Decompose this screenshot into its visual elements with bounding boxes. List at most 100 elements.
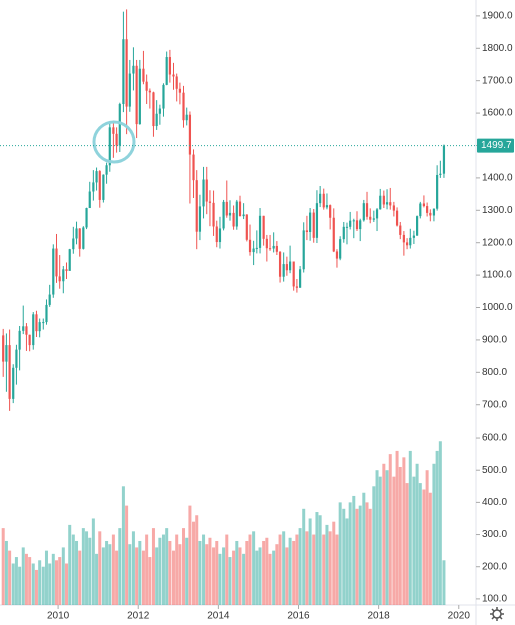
- candle-body: [15, 349, 18, 368]
- volume-bar: [195, 515, 199, 605]
- y2-tick-label: 300.0: [482, 529, 507, 540]
- volume-bar: [54, 560, 58, 605]
- volume-bar: [71, 534, 75, 605]
- volume-bar: [171, 550, 175, 605]
- volume-bar: [262, 540, 266, 605]
- candle-body: [225, 201, 228, 216]
- candle-body: [422, 203, 426, 207]
- volume-bar: [91, 518, 95, 605]
- candle-body: [268, 248, 272, 250]
- volume-bar: [352, 495, 356, 605]
- candle-body: [265, 238, 268, 249]
- volume-bar: [222, 547, 226, 605]
- volume-bar: [358, 505, 362, 605]
- volume-bar: [28, 557, 32, 605]
- volume-bar: [418, 483, 422, 605]
- candle-body: [108, 127, 111, 166]
- candle-body: [195, 180, 198, 232]
- candle-body: [319, 193, 322, 204]
- candle-body: [412, 235, 415, 238]
- x-tick-label: 2014: [207, 611, 230, 622]
- volume-bar: [18, 566, 22, 605]
- volume-bar: [212, 547, 216, 605]
- candle-body: [62, 269, 65, 282]
- candle-body: [416, 216, 419, 236]
- volume-bar: [388, 454, 392, 605]
- candle-body: [52, 248, 55, 295]
- volume-bar: [312, 534, 316, 605]
- y-tick-label: 1800.0: [482, 43, 513, 54]
- candle-body: [115, 133, 118, 146]
- volume-bar: [48, 563, 52, 605]
- candle-body: [242, 214, 245, 217]
- volume-bar: [68, 524, 72, 605]
- volume-bar: [61, 547, 65, 605]
- volume-bar: [218, 553, 222, 605]
- volume-bar: [345, 518, 349, 605]
- y2-tick-label: 600.0: [482, 433, 507, 444]
- candle-body: [92, 182, 95, 192]
- candle-body: [315, 203, 319, 238]
- candle-body: [58, 276, 61, 282]
- candle-body: [55, 248, 58, 277]
- volume-bar: [248, 534, 252, 605]
- volume-bar: [258, 547, 262, 605]
- candle-body: [335, 251, 339, 259]
- candle-body: [252, 248, 255, 253]
- volume-bar: [155, 547, 159, 605]
- volume-bar: [232, 550, 236, 605]
- candle-body: [165, 57, 168, 85]
- volume-bar: [121, 486, 125, 605]
- gear-teeth[interactable]: [490, 607, 504, 621]
- candle-body: [439, 173, 442, 175]
- volume-bar: [368, 508, 372, 605]
- candle-body: [142, 68, 145, 82]
- candle-body: [329, 205, 332, 218]
- candle-body: [42, 322, 45, 324]
- volume-bar: [365, 502, 369, 605]
- candle-body: [98, 171, 101, 200]
- volume-bar: [305, 531, 309, 605]
- y-tick-label: 1300.0: [482, 205, 513, 216]
- volume-bar: [362, 492, 366, 605]
- candle-body: [258, 215, 262, 248]
- candle-body: [369, 216, 372, 220]
- candle-body: [309, 212, 312, 233]
- candle-body: [12, 367, 15, 399]
- candle-body: [232, 212, 235, 227]
- volume-bar: [408, 450, 412, 605]
- volume-bar: [438, 441, 442, 605]
- volume-bar: [372, 486, 376, 605]
- candle-body: [125, 39, 128, 107]
- volume-bar: [8, 550, 12, 605]
- gear[interactable]: [492, 609, 502, 619]
- volume-bar: [245, 540, 249, 605]
- volume-bar: [41, 566, 45, 605]
- volume-bar: [165, 528, 169, 605]
- volume-bar: [115, 550, 119, 605]
- candle-body: [272, 245, 275, 249]
- candle-body: [88, 191, 91, 209]
- candle-body: [405, 242, 409, 246]
- candle-body: [278, 251, 282, 277]
- candle-body: [32, 314, 35, 346]
- candle-body: [155, 113, 158, 127]
- volume-bar: [188, 505, 192, 605]
- volume-bar: [432, 463, 436, 605]
- volume-bar: [158, 537, 162, 605]
- volume-bar: [192, 521, 196, 605]
- candle-body: [205, 179, 208, 202]
- volume-bar: [292, 540, 296, 605]
- x-tick-label: 2012: [127, 611, 150, 622]
- volume-bar: [228, 557, 232, 605]
- candle-body: [282, 264, 285, 277]
- volume-bar: [1, 528, 5, 605]
- volume-bar: [11, 563, 15, 605]
- volume-bar: [392, 476, 396, 605]
- volume-bar: [385, 470, 389, 605]
- settings-icon[interactable]: [490, 607, 504, 621]
- volume-bar: [31, 563, 35, 605]
- volume-bar: [348, 502, 352, 605]
- candle-body: [188, 114, 192, 155]
